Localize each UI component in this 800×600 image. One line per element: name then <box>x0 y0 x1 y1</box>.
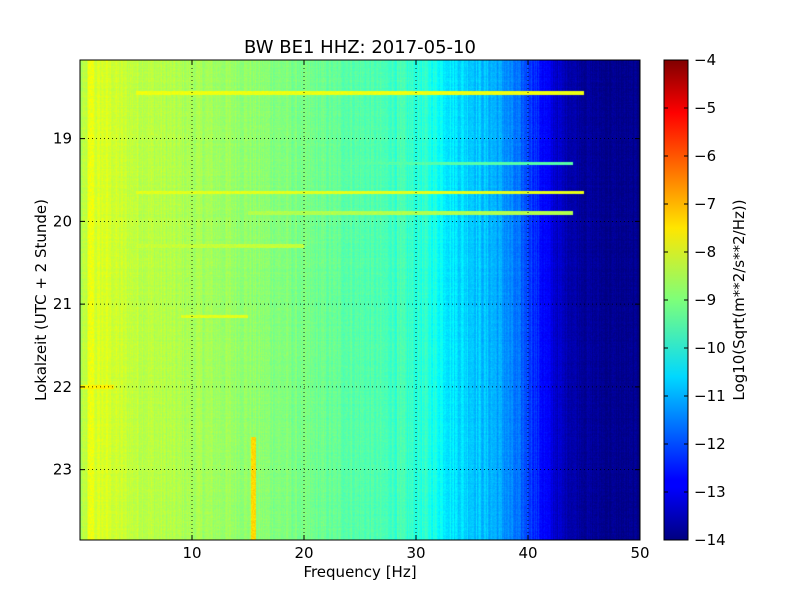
x-tick-label: 30 <box>406 544 425 562</box>
colorbar-tick-label: −8 <box>694 243 716 261</box>
spectrogram-heatmap <box>80 60 640 540</box>
y-tick-label: 23 <box>53 461 72 479</box>
y-tick-label: 20 <box>53 212 72 230</box>
colorbar-tick-label: −13 <box>694 483 726 501</box>
colorbar-tick-label: −7 <box>694 195 716 213</box>
colorbar-tick-label: −11 <box>694 387 726 405</box>
y-tick-label: 21 <box>53 295 72 313</box>
colorbar-tick-label: −5 <box>694 99 716 117</box>
x-tick-label: 10 <box>182 544 201 562</box>
y-axis-label: Lokalzeit (UTC + 2 Stunde) <box>32 199 50 401</box>
x-tick-layer: 10 20 30 40 50 <box>182 60 650 562</box>
x-tick-label: 50 <box>630 544 649 562</box>
x-axis-label: Frequency [Hz] <box>303 563 416 581</box>
grid-lines <box>80 60 640 540</box>
colorbar-tick-label: −12 <box>694 435 726 453</box>
x-tick-label: 20 <box>294 544 313 562</box>
colorbar-label: Log10(Sqrt(m**2/s**2/Hz)) <box>730 199 748 400</box>
plot-frame <box>79 59 641 541</box>
colorbar-tick-label: −6 <box>694 147 716 165</box>
colorbar-tick-layer: −4 −5 −6 −7 −8 −9 −10 −11 −12 −13 −14 <box>664 51 726 549</box>
y-tick-label: 22 <box>53 378 72 396</box>
y-tick-layer: 19 20 21 22 23 <box>53 130 640 479</box>
colorbar-tick-label: −9 <box>694 291 716 309</box>
colorbar-tick-label: −10 <box>694 339 726 357</box>
y-tick-label: 19 <box>53 130 72 148</box>
chart-title: BW BE1 HHZ: 2017-05-10 <box>244 37 476 58</box>
colorbar-tick-label: −14 <box>694 531 726 549</box>
colorbar-tick-label: −4 <box>694 51 716 69</box>
x-tick-label: 40 <box>518 544 537 562</box>
